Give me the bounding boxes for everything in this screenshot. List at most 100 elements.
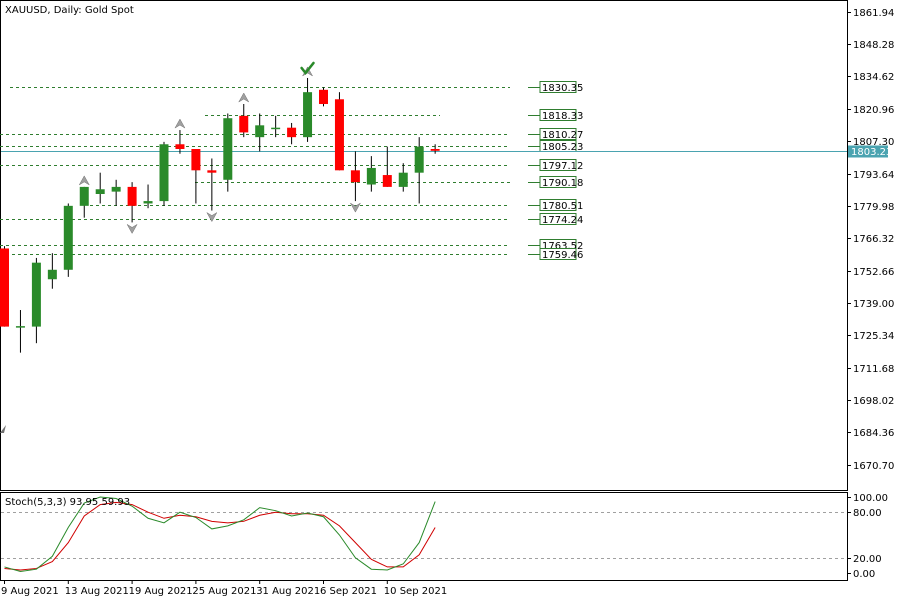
candle: [430, 144, 440, 154]
stoch-label: Stoch(5,3,3) 93.95 59.93: [5, 497, 130, 508]
price-tick-label: 1861.94: [853, 8, 894, 19]
candle-body-bull: [366, 167, 376, 185]
candle: [334, 92, 344, 171]
main-panel-frame: [0, 0, 848, 491]
stochastic-axis: 100.00 80.00 20.00 0.00: [847, 493, 888, 580]
level-label: 1774.24: [542, 215, 583, 226]
price-tick-label: 1752.66: [853, 267, 894, 278]
candle: [95, 172, 105, 204]
price-tick-label: 1779.98: [853, 202, 894, 213]
level-label: 1805.23: [542, 142, 583, 153]
price-tick-label: 1698.02: [853, 396, 894, 407]
time-tick-label: 19 Aug 2021: [129, 586, 193, 597]
price-tick-label: 1793.64: [853, 170, 894, 181]
candle-body-bull: [159, 144, 169, 202]
candle: [239, 104, 249, 138]
candle: [303, 77, 313, 142]
candle: [223, 113, 233, 192]
stoch-tick-label: 100.00: [853, 493, 888, 504]
current-price-tag: [848, 145, 888, 158]
level-box: [539, 128, 577, 140]
price-tick-label: 1684.36: [853, 428, 894, 439]
level-box: [539, 176, 577, 188]
stoch-tick-label: 0.00: [853, 569, 875, 580]
candle-body-bull: [303, 92, 313, 138]
fractal-up-icon: [174, 118, 186, 129]
price-tick-label: 1766.32: [853, 234, 894, 245]
fractal-down-icon: [126, 223, 138, 234]
time-tick-label: 9 Aug 2021: [1, 586, 59, 597]
candle-body-bear: [175, 144, 185, 150]
candle: [175, 130, 185, 154]
fractal-up-icon: [78, 175, 90, 186]
check-icon: [300, 61, 315, 75]
candle: [207, 158, 217, 211]
candle: [398, 163, 408, 192]
time-tick-label: 13 Aug 2021: [65, 586, 129, 597]
level-label: 1830.35: [542, 83, 583, 94]
candle-body-bull: [31, 262, 41, 327]
candle: [63, 203, 73, 277]
level-box: [539, 213, 577, 225]
candle: [15, 310, 25, 353]
level-label: 1818.33: [542, 111, 583, 122]
candle: [414, 137, 424, 204]
level-label: 1759.46: [542, 250, 583, 261]
candle-body-bull: [255, 125, 265, 138]
candle: [111, 179, 121, 206]
price-tick-label: 1739.00: [853, 299, 894, 310]
candle-body-bull: [271, 127, 281, 130]
candle-body-bear: [191, 149, 201, 171]
time-axis: 9 Aug 2021 13 Aug 2021 19 Aug 2021 25 Aug 2…: [1, 580, 447, 597]
candle-body-bear: [127, 186, 137, 206]
candle: [31, 257, 41, 344]
candle: [143, 184, 153, 209]
candle-body-bull: [15, 326, 25, 328]
candle: [287, 122, 297, 145]
candle-body-bull: [223, 118, 233, 180]
candle-body-bull: [414, 146, 424, 173]
stoch-tick-label: 20.00: [853, 554, 882, 565]
candles-layer: [0, 77, 440, 353]
level-box: [539, 248, 577, 260]
time-tick-label: 10 Sep 2021: [384, 586, 447, 597]
candle: [382, 146, 392, 187]
candle-body-bear: [239, 115, 249, 133]
candle: [271, 115, 281, 138]
candle: [191, 149, 201, 204]
time-tick-label: 31 Aug 2021: [256, 586, 320, 597]
price-tick-label: 1820.96: [853, 105, 894, 116]
level-label: 1790.18: [542, 178, 583, 189]
candle-body-bull: [95, 189, 105, 194]
candle-body-bull: [63, 205, 73, 270]
candle: [350, 151, 360, 202]
candle: [127, 182, 137, 223]
level-label: 1810.27: [542, 130, 583, 141]
level-box: [539, 159, 577, 171]
candle-body-bear: [382, 175, 392, 187]
price-tick-label: 1670.70: [853, 461, 894, 472]
candle: [159, 141, 169, 206]
stochastic-layer: [1, 496, 847, 572]
candle-body-bull: [79, 186, 89, 206]
candle-body-bear: [350, 170, 360, 183]
stoch-tick-label: 80.00: [853, 508, 882, 519]
stoch-signal-line: [4, 501, 436, 571]
candle-body-bull: [143, 201, 153, 204]
candle-body-bear: [319, 89, 328, 105]
level-label: 1763.52: [542, 241, 583, 252]
candle: [366, 156, 376, 192]
candle: [319, 87, 328, 107]
candle-body-bear: [207, 170, 217, 173]
candle: [255, 113, 265, 152]
edge-arrow-icon: [0, 425, 6, 433]
price-tick-label: 1725.34: [853, 331, 894, 342]
stoch-main-line: [4, 496, 436, 572]
price-tick-label: 1807.30: [853, 137, 894, 148]
candle: [0, 246, 9, 327]
price-tick-label: 1834.62: [853, 72, 894, 83]
time-tick-label: 25 Aug 2021: [192, 586, 256, 597]
candle: [79, 186, 89, 218]
